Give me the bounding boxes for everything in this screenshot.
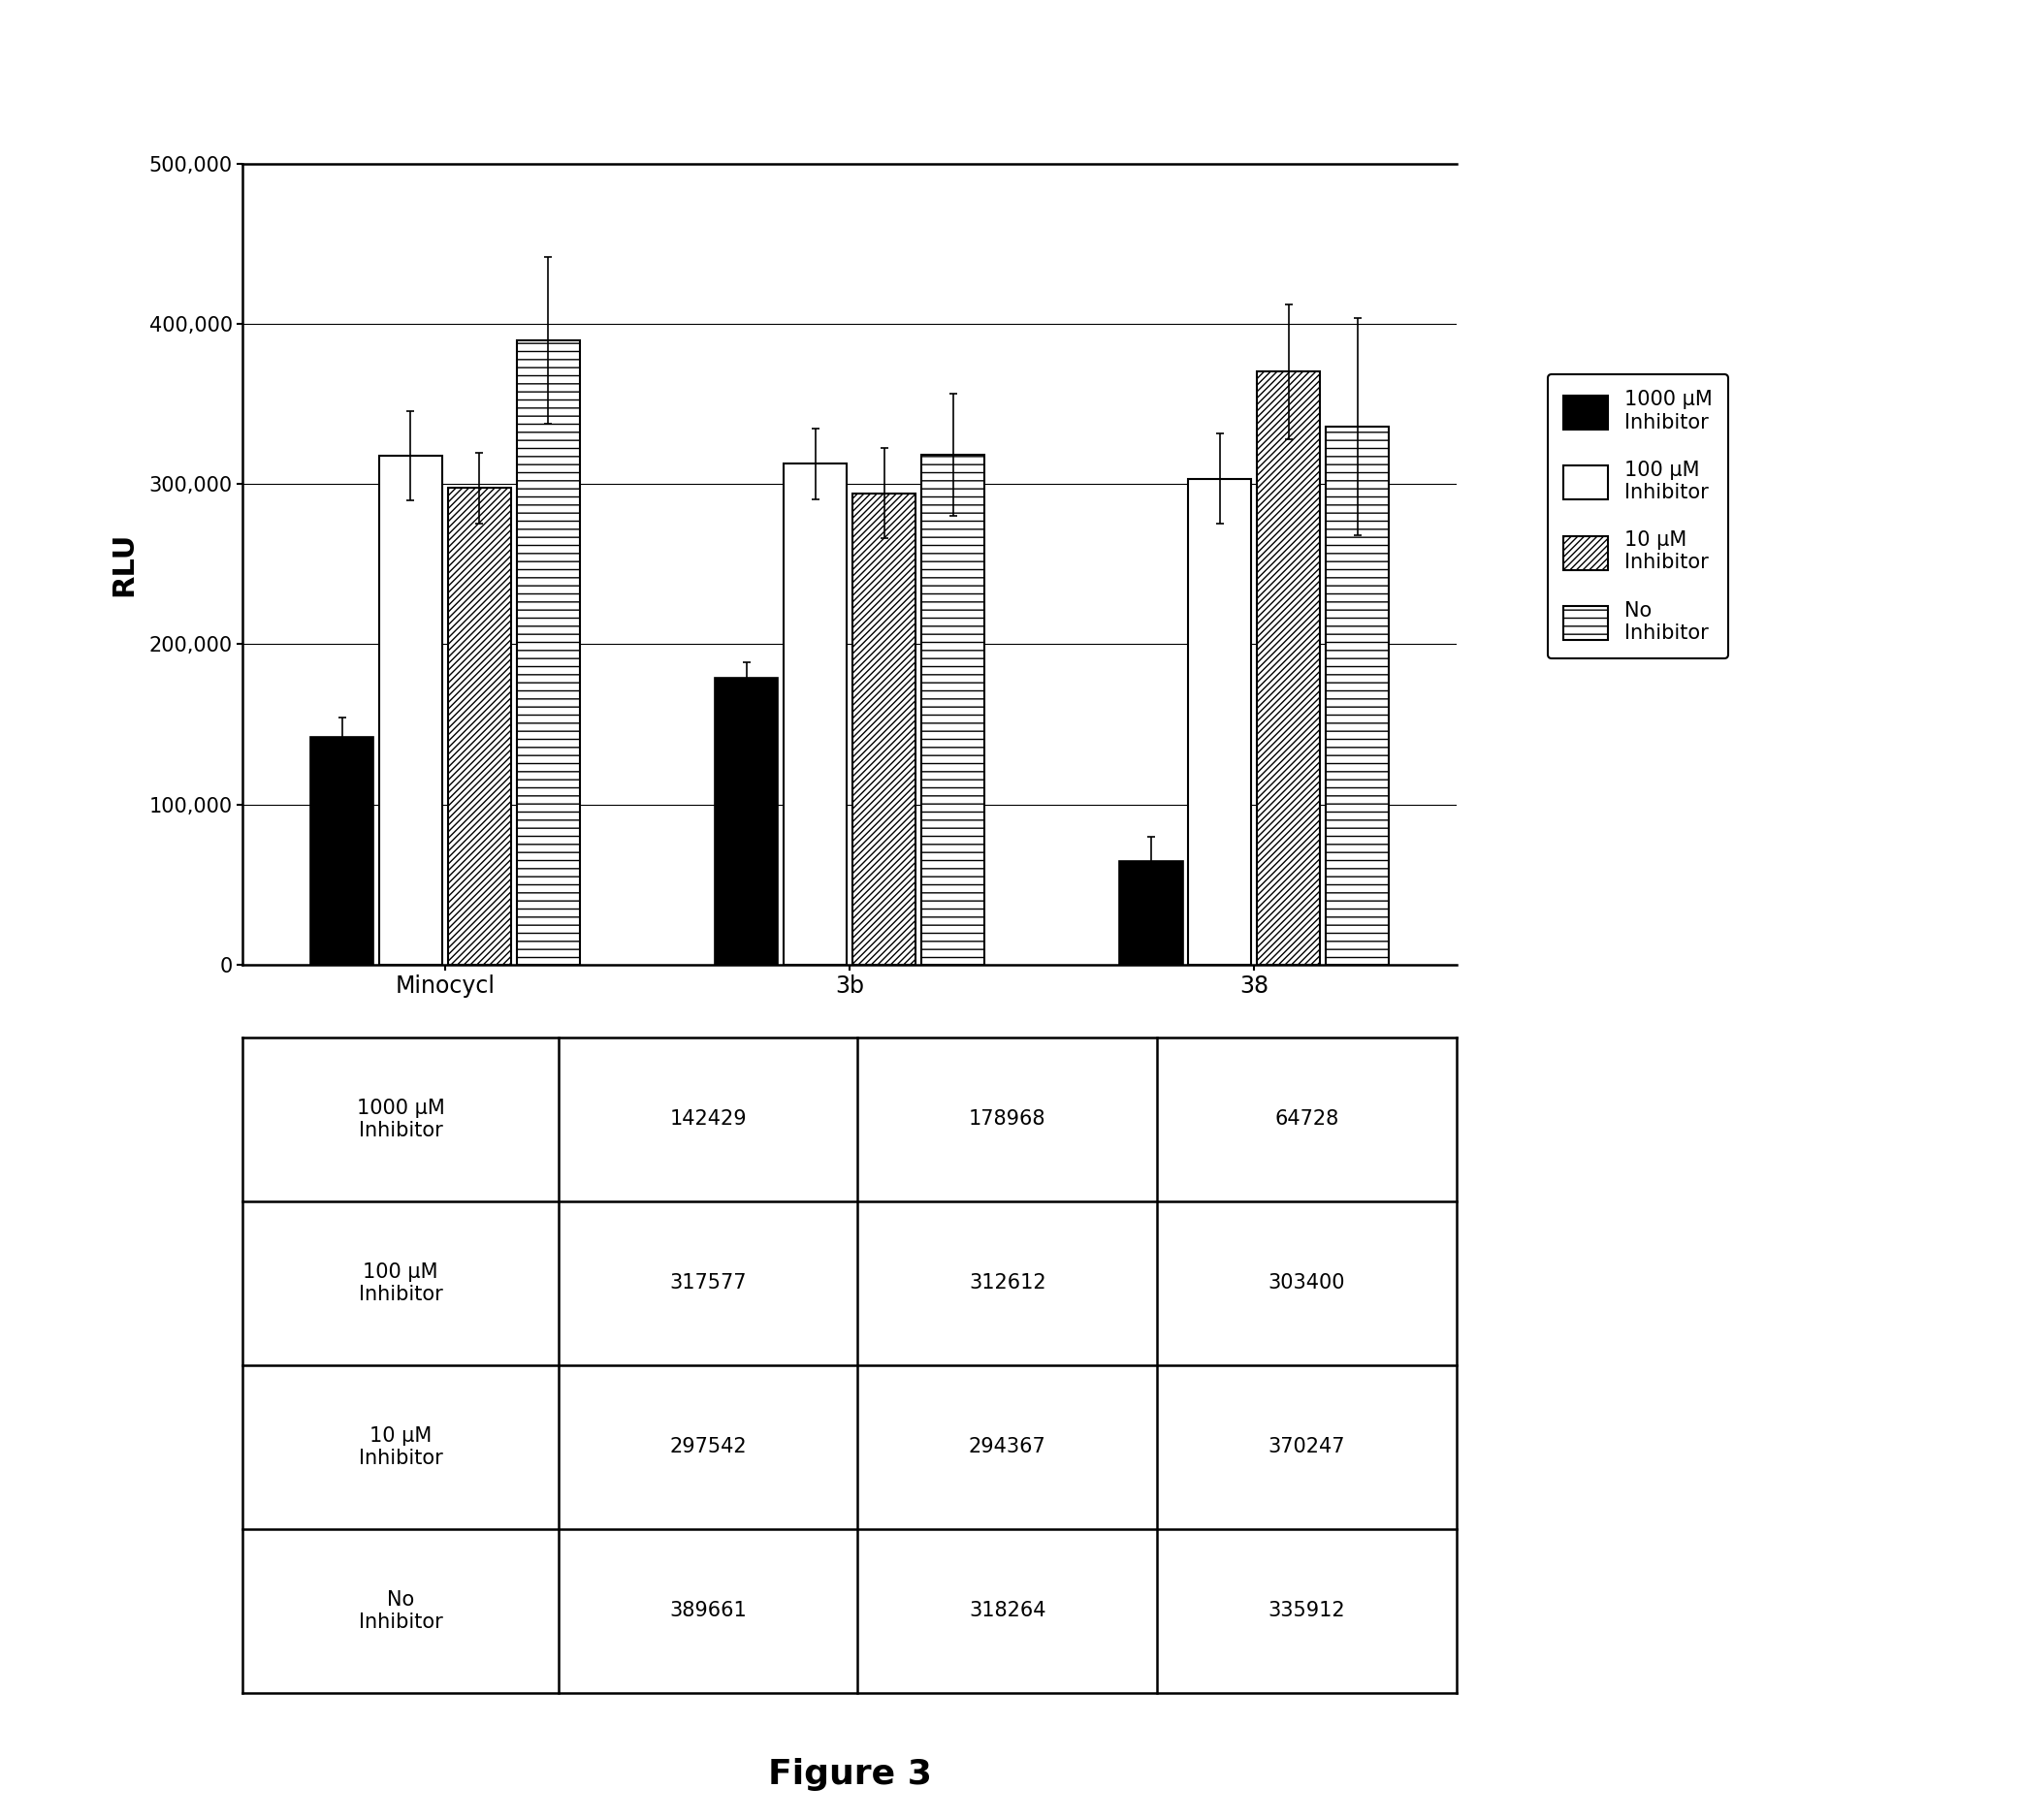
Text: 317577: 317577: [670, 1274, 746, 1292]
Bar: [378, 457, 443, 965]
Text: 318264: 318264: [969, 1602, 1046, 1620]
Y-axis label: RLU: RLU: [109, 531, 138, 597]
Bar: [1325, 426, 1390, 965]
Text: Figure 3: Figure 3: [769, 1758, 931, 1791]
Text: No
Inhibitor: No Inhibitor: [358, 1589, 443, 1633]
Text: 370247: 370247: [1268, 1438, 1345, 1456]
Bar: [920, 455, 985, 965]
Bar: [852, 493, 916, 965]
Text: 64728: 64728: [1274, 1110, 1339, 1128]
Text: 100 μM
Inhibitor: 100 μM Inhibitor: [358, 1261, 443, 1305]
Text: 10 μM
Inhibitor: 10 μM Inhibitor: [358, 1425, 443, 1469]
Bar: [1256, 371, 1321, 965]
Text: 178968: 178968: [969, 1110, 1046, 1128]
Text: 312612: 312612: [969, 1274, 1046, 1292]
Text: 303400: 303400: [1268, 1274, 1345, 1292]
Bar: [783, 464, 848, 965]
Bar: [714, 679, 779, 965]
Text: 389661: 389661: [670, 1602, 746, 1620]
Text: 297542: 297542: [670, 1438, 746, 1456]
Text: 335912: 335912: [1268, 1602, 1345, 1620]
Bar: [516, 340, 581, 965]
Bar: [1188, 479, 1252, 965]
Legend: 1000 μM
Inhibitor, 100 μM
Inhibitor, 10 μM
Inhibitor, No
Inhibitor: 1000 μM Inhibitor, 100 μM Inhibitor, 10 …: [1548, 375, 1728, 659]
Text: 1000 μM
Inhibitor: 1000 μM Inhibitor: [356, 1097, 445, 1141]
Bar: [1119, 861, 1183, 965]
Bar: [447, 488, 512, 965]
Text: 294367: 294367: [969, 1438, 1046, 1456]
Bar: [310, 737, 374, 965]
Text: 142429: 142429: [670, 1110, 746, 1128]
